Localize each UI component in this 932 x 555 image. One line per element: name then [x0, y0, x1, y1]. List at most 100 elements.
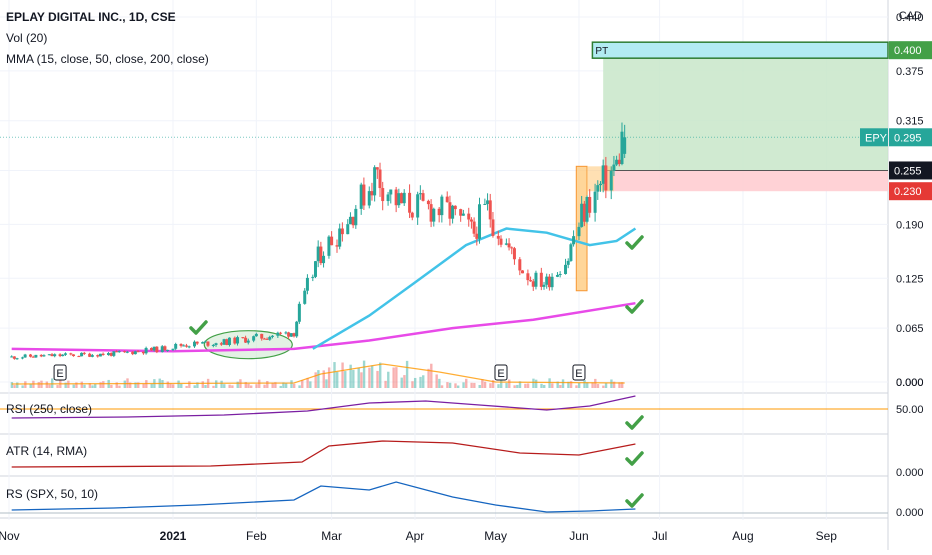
volume-bar	[456, 385, 460, 388]
volume-bar	[333, 362, 336, 388]
candle-body	[174, 343, 178, 349]
rs-level-label: 0.000	[896, 507, 924, 519]
x-tick-label: Aug	[732, 529, 753, 543]
candle-body	[588, 196, 592, 213]
candle-body	[144, 347, 148, 354]
ma200-line	[11, 301, 636, 353]
candle-body	[615, 159, 619, 165]
volume-bar	[543, 384, 546, 388]
candle-body	[327, 236, 331, 256]
candle-body	[125, 351, 129, 353]
candle-body	[289, 333, 293, 337]
candle-body	[20, 357, 24, 359]
symbol-tag: EPY	[865, 132, 888, 144]
candle-body	[246, 340, 250, 343]
x-tick-label: Nov	[0, 529, 20, 543]
candle-body	[340, 228, 344, 235]
volume-bar	[357, 368, 360, 388]
volume-bar	[411, 381, 414, 388]
volume-bar	[258, 379, 261, 388]
candle-body	[163, 346, 167, 351]
candle-body	[29, 354, 33, 357]
rsi-pane-label[interactable]: RSI (250, close)	[6, 402, 93, 416]
check-icon	[625, 415, 644, 430]
candle-body	[61, 354, 65, 357]
x-tick-label: Jun	[569, 529, 588, 543]
candle-body	[432, 208, 436, 222]
candle-body	[612, 164, 616, 171]
rs-pane-label[interactable]: RS (SPX, 50, 10)	[6, 487, 99, 501]
volume-bar	[497, 384, 500, 388]
x-tick-label: Feb	[246, 529, 267, 543]
currency-label[interactable]: CAD	[898, 10, 922, 22]
x-tick-label: May	[484, 529, 507, 543]
mma-legend[interactable]: MMA (15, close, 50, close, 200, close)	[6, 52, 209, 66]
candle-body	[152, 346, 156, 351]
candle-body	[195, 341, 199, 344]
candle-body	[601, 165, 605, 184]
volume-bar	[322, 370, 325, 388]
volume-bar	[556, 381, 559, 388]
volume-bar	[99, 382, 102, 388]
volume-bar	[395, 367, 398, 388]
volume-bar	[45, 381, 49, 388]
candle-body	[367, 191, 371, 206]
candle-body	[47, 354, 51, 356]
volume-bar	[352, 370, 355, 388]
candle-body	[499, 238, 503, 245]
volume-bar	[172, 384, 175, 388]
volume-bar	[169, 383, 172, 388]
candle-body	[101, 353, 105, 356]
volume-bar	[379, 362, 382, 388]
candle-body	[477, 204, 481, 239]
volume-bar	[413, 377, 417, 388]
earnings-marker-label: E	[56, 368, 63, 380]
candle-body	[149, 347, 153, 351]
candle-body	[96, 355, 100, 357]
volume-bar	[75, 382, 78, 388]
volume-bar	[325, 379, 328, 388]
volume-bar	[255, 384, 258, 388]
volume-bar	[51, 378, 54, 388]
volume-bar	[384, 380, 387, 388]
candle-body	[270, 335, 274, 337]
candle-body	[577, 226, 581, 237]
volume-legend[interactable]: Vol (20)	[6, 31, 48, 45]
volume-bar	[465, 378, 468, 388]
volume-bar	[594, 378, 597, 388]
volume-bar	[236, 381, 239, 388]
volume-bar	[438, 378, 441, 388]
candle-body	[526, 273, 530, 281]
candle-body	[123, 351, 127, 353]
candle-body	[297, 303, 301, 322]
candle-body	[80, 352, 84, 357]
volume-bar	[94, 384, 97, 388]
candle-body	[400, 193, 404, 204]
candle-body	[397, 193, 401, 206]
earnings-marker	[53, 364, 67, 381]
volume-bar	[64, 382, 67, 388]
earnings-marker	[572, 364, 586, 381]
volume-bar	[118, 385, 121, 388]
candle-body	[354, 208, 358, 226]
candle-body	[88, 353, 92, 357]
candle-body	[211, 344, 215, 346]
volume-bar	[220, 380, 223, 388]
candle-body	[566, 260, 570, 265]
candle-body	[542, 284, 546, 287]
candle-body	[410, 212, 414, 218]
candle-body	[131, 351, 135, 355]
candle-body	[351, 216, 355, 226]
candle-body	[429, 204, 433, 222]
atr-pane-label[interactable]: ATR (14, RMA)	[6, 444, 88, 458]
candle-body	[348, 216, 352, 225]
volume-bar	[115, 382, 118, 388]
stop-loss-zone	[603, 170, 888, 192]
volume-bar	[454, 383, 457, 388]
rs-line	[11, 481, 636, 513]
candle-body	[53, 354, 57, 357]
candle-body	[416, 194, 420, 218]
volume-bar	[473, 382, 476, 388]
